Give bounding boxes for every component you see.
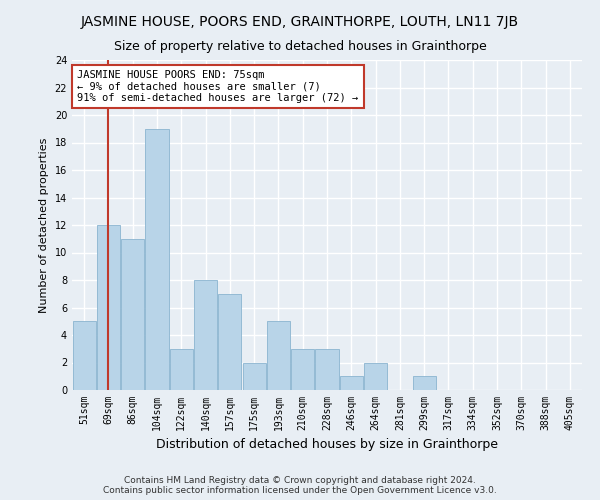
Bar (121, 239, 144, 390)
Bar (413, 376, 436, 390)
Text: JASMINE HOUSE POORS END: 75sqm
← 9% of detached houses are smaller (7)
91% of se: JASMINE HOUSE POORS END: 75sqm ← 9% of d… (77, 70, 358, 103)
X-axis label: Distribution of detached houses by size in Grainthorpe: Distribution of detached houses by size … (156, 438, 498, 452)
Bar (145, 128, 169, 390)
Bar (194, 280, 217, 390)
Bar (267, 322, 290, 390)
Bar (170, 349, 193, 390)
Bar (97, 225, 120, 390)
Bar (242, 362, 266, 390)
Bar (218, 294, 241, 390)
Bar (316, 349, 338, 390)
Text: Contains HM Land Registry data © Crown copyright and database right 2024.
Contai: Contains HM Land Registry data © Crown c… (103, 476, 497, 495)
Bar (340, 376, 363, 390)
Text: Size of property relative to detached houses in Grainthorpe: Size of property relative to detached ho… (113, 40, 487, 53)
Text: JASMINE HOUSE, POORS END, GRAINTHORPE, LOUTH, LN11 7JB: JASMINE HOUSE, POORS END, GRAINTHORPE, L… (81, 15, 519, 29)
Bar (291, 349, 314, 390)
Bar (73, 322, 95, 390)
Bar (364, 362, 387, 390)
Y-axis label: Number of detached properties: Number of detached properties (39, 138, 49, 312)
